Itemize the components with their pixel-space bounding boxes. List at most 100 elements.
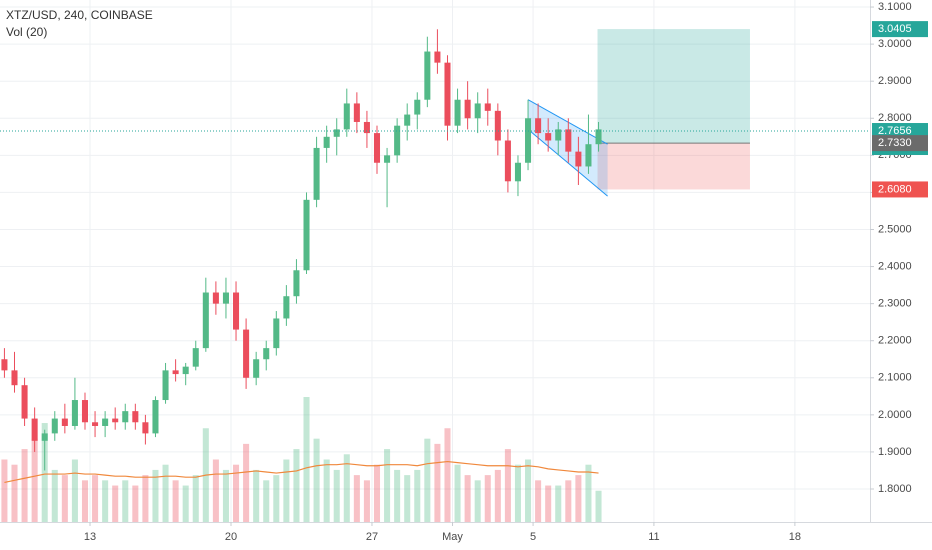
candle-body (595, 129, 602, 145)
candle-body (484, 103, 491, 111)
volume-bar (162, 464, 169, 522)
candle-body (61, 418, 68, 426)
candle-body (343, 103, 350, 130)
volume-bar (21, 449, 28, 522)
chart-title: XTZ/USD, 240, COINBASE (6, 8, 153, 22)
candle-body (404, 114, 411, 126)
candle-body (373, 133, 381, 163)
volume-bar (253, 469, 260, 522)
candle-body (142, 422, 149, 434)
candle-body (102, 418, 109, 426)
volume-bar (414, 469, 421, 522)
volume-bar (152, 469, 159, 522)
candle-body (21, 385, 28, 419)
volume-bar (484, 475, 491, 522)
price-tag-label: 2.7656 (878, 125, 912, 137)
volume-bar (222, 469, 229, 522)
channel-lower (527, 129, 608, 197)
volume-bar (394, 469, 401, 522)
candle-body (353, 103, 360, 122)
y-tick-label: 1.8000 (878, 483, 912, 495)
y-tick-label: 3.0000 (878, 38, 912, 50)
volume-bar (192, 475, 199, 522)
candle-body (222, 292, 229, 304)
candle-body (122, 411, 129, 423)
axes: 1.8000 1.9000 2.0000 2.1000 2.2000 2.3000 2.40… (84, 1, 928, 543)
candle-body (474, 103, 481, 119)
y-tick-label: 2.3000 (878, 298, 912, 310)
candle-body (152, 400, 159, 434)
candle-body (323, 136, 330, 148)
candle-body (243, 329, 250, 378)
volume-bar (525, 459, 532, 522)
candle-body (535, 118, 542, 134)
volume-bar (575, 475, 582, 522)
volume-bar (273, 475, 280, 522)
volume-bar (313, 438, 320, 522)
candle-body (363, 121, 370, 134)
candle-body (384, 155, 391, 163)
loss-zone (597, 143, 750, 190)
volume-bar (363, 480, 370, 522)
candle-body (1, 359, 8, 371)
volume-bar (343, 454, 350, 522)
candle-body (31, 418, 38, 441)
candle-body (11, 370, 18, 386)
volume-bar (333, 469, 340, 522)
y-tick-label: 2.9000 (878, 75, 912, 87)
price-tag (872, 135, 928, 152)
volume-bar (212, 459, 219, 522)
volume-bar (323, 459, 330, 522)
candle-body (514, 162, 521, 182)
volume-bar (51, 469, 58, 522)
candle-body (112, 418, 119, 423)
volume-bar (1, 459, 8, 522)
candle-body (132, 411, 139, 423)
candle-body (263, 348, 270, 360)
volume-bar (404, 475, 411, 522)
candle-body (51, 418, 58, 434)
y-tick-label: 2.0000 (878, 409, 912, 421)
candle-body (192, 348, 199, 367)
y-tick-label: 2.4000 (878, 260, 912, 272)
candle-body (444, 62, 451, 126)
volume-bar (142, 475, 149, 522)
y-tick-label: 2.5000 (878, 223, 912, 235)
candle-body (293, 270, 300, 297)
volume-bar (545, 485, 552, 522)
candle-body (414, 99, 421, 115)
candle-body (424, 51, 431, 100)
candle-body (303, 199, 310, 271)
volume-bar (384, 449, 391, 522)
channel-upper (527, 99, 608, 145)
candle-body (545, 133, 552, 141)
y-tick-label: 1.9000 (878, 446, 912, 458)
volume-bar (293, 449, 300, 522)
volume-bar (92, 475, 99, 522)
x-tick-label: 5 (530, 531, 536, 543)
volume-bar (444, 428, 451, 522)
volume-bar (233, 464, 240, 522)
volume-bar (303, 397, 310, 522)
volume-bar (353, 475, 360, 522)
volume-bar (595, 490, 602, 522)
candle-body (41, 433, 48, 441)
candle-body (575, 151, 582, 167)
volume-bar (494, 469, 501, 522)
x-tick-label: 27 (366, 531, 378, 543)
candle-body (494, 110, 501, 141)
candle-body (162, 370, 169, 401)
volume-bar (112, 485, 119, 522)
x-tick-label: 20 (225, 531, 237, 543)
x-tick-label: May (442, 531, 463, 543)
volume-bar (182, 485, 189, 522)
candle-body (71, 400, 78, 426)
volume-bar (555, 485, 562, 522)
volume-bar (31, 438, 38, 522)
candle-body (202, 292, 209, 349)
volume-bar (172, 480, 179, 522)
candle-body (565, 129, 572, 152)
candle-body (172, 370, 179, 375)
